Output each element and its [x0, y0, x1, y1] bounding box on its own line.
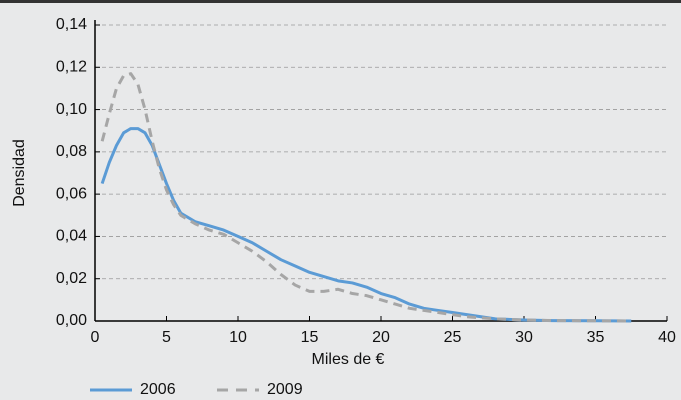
- x-axis-label: Miles de €: [312, 351, 385, 368]
- y-tick-label: 0,10: [56, 101, 87, 118]
- series-line: [100, 72, 632, 323]
- y-tick-label: 0,04: [56, 228, 87, 245]
- y-tick-label: 0,06: [56, 185, 87, 202]
- y-tick-label: 0,02: [56, 270, 87, 287]
- y-tick-label: 0,00: [56, 312, 87, 329]
- series-line: [100, 127, 632, 323]
- y-tick-label: 0,14: [56, 16, 87, 33]
- y-tick-label: 0,12: [56, 59, 87, 76]
- top-border: [0, 0, 681, 3]
- x-tick-label: 30: [515, 329, 533, 346]
- y-axis-label: Densidad: [11, 139, 28, 207]
- x-tick-label: 25: [444, 329, 462, 346]
- y-tick-label: 0,08: [56, 143, 87, 160]
- legend-label: 2009: [267, 381, 303, 398]
- x-tick-label: 5: [162, 329, 171, 346]
- x-tick-label: 0: [91, 329, 100, 346]
- x-tick-label: 20: [372, 329, 390, 346]
- x-tick-label: 15: [301, 329, 319, 346]
- x-tick-label: 35: [587, 329, 605, 346]
- legend-label: 2006: [140, 381, 176, 398]
- x-tick-label: 10: [229, 329, 247, 346]
- x-tick-label: 40: [658, 329, 676, 346]
